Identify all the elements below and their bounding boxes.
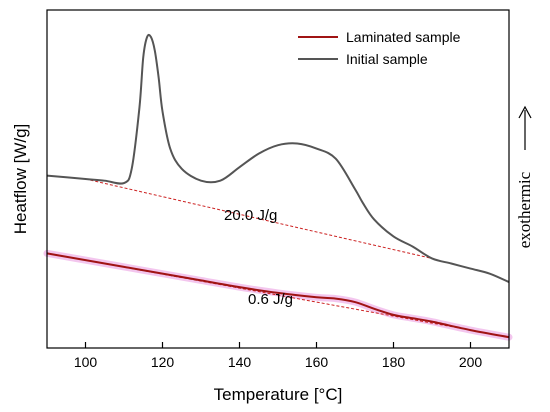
x-tick-label: 160 <box>305 354 329 370</box>
x-tick-label: 120 <box>151 354 175 370</box>
exothermic-arrow <box>518 105 532 150</box>
legend-label-initial: Initial sample <box>346 51 428 67</box>
x-tick-label: 100 <box>74 354 98 370</box>
x-axis-ticks: 100 120 140 160 180 200 <box>74 342 483 370</box>
integration-baseline-0 <box>85 178 433 259</box>
y-axis-title: Heatflow [W/g] <box>11 124 30 235</box>
laminated-sample-line <box>46 252 510 339</box>
plot-frame <box>46 9 510 349</box>
x-axis-title: Temperature [°C] <box>214 385 343 404</box>
x-tick-label: 180 <box>382 354 406 370</box>
exothermic-label: exothermic <box>515 171 534 248</box>
x-tick-label: 200 <box>459 354 483 370</box>
series-layer <box>43 33 513 341</box>
legend-label-laminated: Laminated sample <box>346 29 461 45</box>
legend: Laminated sample Initial sample <box>298 29 461 67</box>
x-tick-label: 140 <box>228 354 252 370</box>
annotation-initial-enthalpy: 20.0 J/g <box>224 207 277 224</box>
annotation-laminated-enthalpy: 0.6 J/g <box>248 291 293 308</box>
initial-sample-line <box>46 33 510 284</box>
